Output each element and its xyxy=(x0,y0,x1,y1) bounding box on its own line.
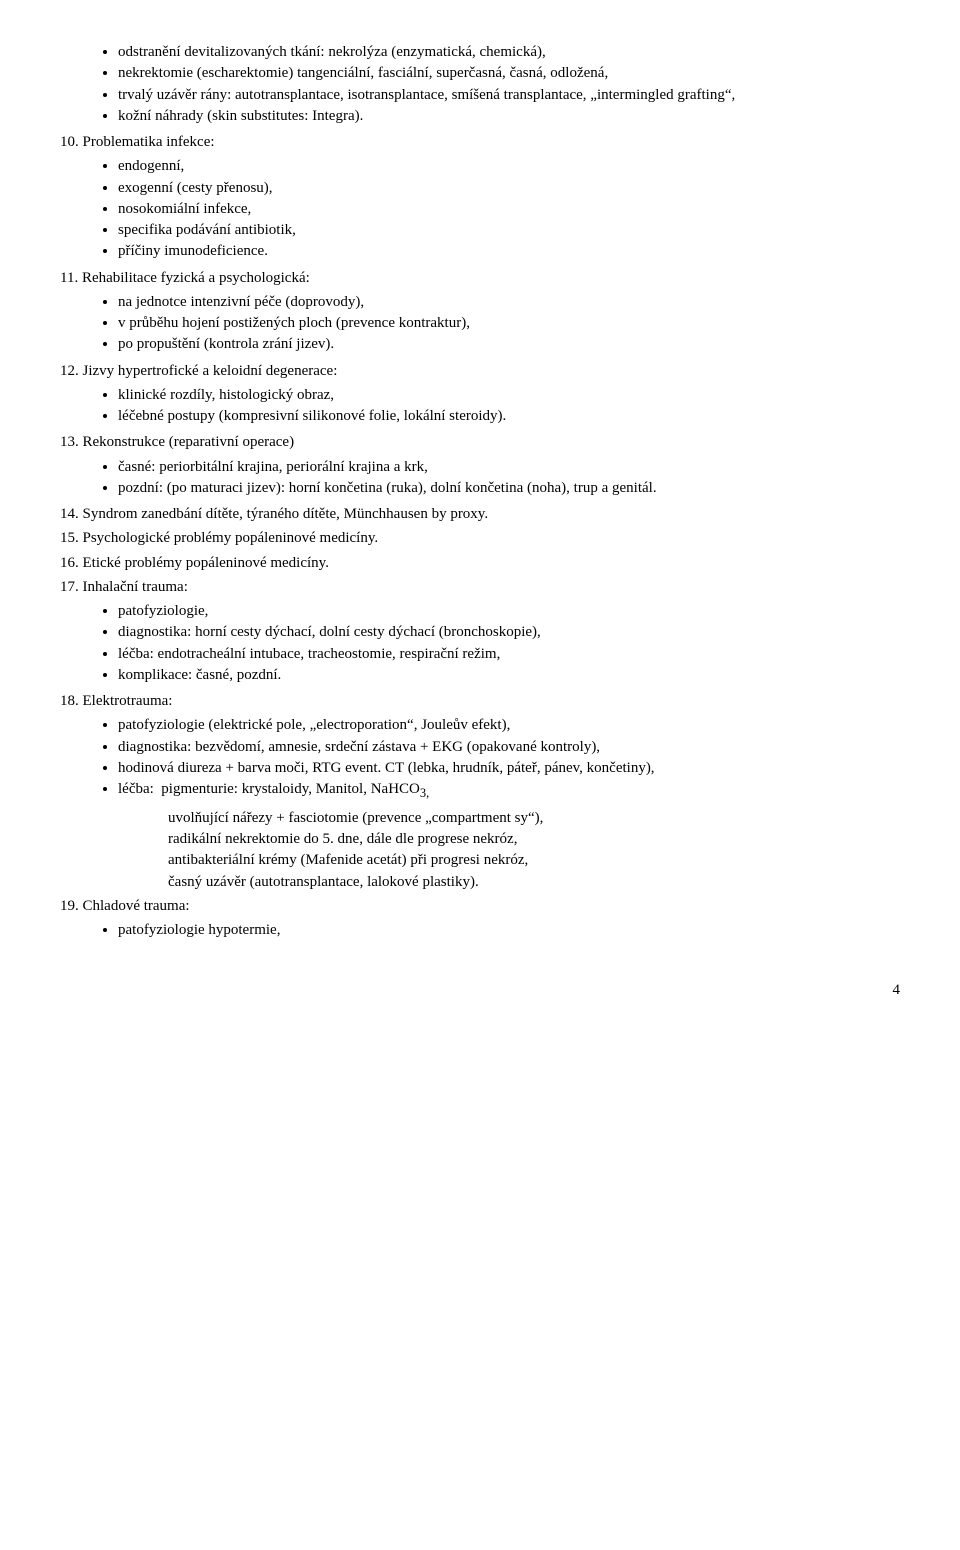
list-item-lecba: léčba: pigmenturie: krystaloidy, Manitol… xyxy=(118,779,900,802)
list-item: časné: periorbitální krajina, periorální… xyxy=(118,457,900,477)
list-item: diagnostika: bezvědomí, amnesie, srdeční… xyxy=(118,737,900,757)
list-item: pozdní: (po maturaci jizev): horní konče… xyxy=(118,478,900,498)
list-item: hodinová diureza + barva moči, RTG event… xyxy=(118,758,900,778)
list-item: odstranění devitalizovaných tkání: nekro… xyxy=(118,42,900,62)
list-item: léčba: endotracheální intubace, tracheos… xyxy=(118,644,900,664)
list-item: exogenní (cesty přenosu), xyxy=(118,178,900,198)
list-item: léčebné postupy (kompresivní silikonové … xyxy=(118,406,900,426)
list-item: nekrektomie (escharektomie) tangenciální… xyxy=(118,63,900,83)
list-item: patofyziologie, xyxy=(118,601,900,621)
lecba-text: léčba: pigmenturie: krystaloidy, Manitol… xyxy=(118,781,420,797)
section-12-list: klinické rozdíly, histologický obraz, lé… xyxy=(60,385,900,427)
list-item: specifika podávání antibiotik, xyxy=(118,220,900,240)
lecba-sub-item: antibakteriální krémy (Mafenide acetát) … xyxy=(60,850,900,870)
section-16: 16. Etické problémy popáleninové medicín… xyxy=(60,553,900,573)
section-17-list: patofyziologie, diagnostika: horní cesty… xyxy=(60,601,900,685)
section-17-title: 17. Inhalační trauma: xyxy=(60,577,900,597)
section-11-list: na jednotce intenzivní péče (doprovody),… xyxy=(60,292,900,355)
list-item: kožní náhrady (skin substitutes: Integra… xyxy=(118,106,900,126)
list-item: patofyziologie hypotermie, xyxy=(118,920,900,940)
page-number: 4 xyxy=(60,980,900,1000)
list-item: trvalý uzávěr rány: autotransplantace, i… xyxy=(118,85,900,105)
section-12-title: 12. Jizvy hypertrofické a keloidní degen… xyxy=(60,361,900,381)
section-15: 15. Psychologické problémy popáleninové … xyxy=(60,528,900,548)
section-13-title: 13. Rekonstrukce (reparativní operace) xyxy=(60,432,900,452)
lecba-sub-item: uvolňující nářezy + fasciotomie (prevenc… xyxy=(60,808,900,828)
section-18-title: 18. Elektrotrauma: xyxy=(60,691,900,711)
section-10-title: 10. Problematika infekce: xyxy=(60,132,900,152)
list-item: nosokomiální infekce, xyxy=(118,199,900,219)
list-item: v průběhu hojení postižených ploch (prev… xyxy=(118,313,900,333)
section-19-list: patofyziologie hypotermie, xyxy=(60,920,900,940)
list-item: klinické rozdíly, histologický obraz, xyxy=(118,385,900,405)
list-item: diagnostika: horní cesty dýchací, dolní … xyxy=(118,622,900,642)
section-10-list: endogenní, exogenní (cesty přenosu), nos… xyxy=(60,156,900,261)
section-13-list: časné: periorbitální krajina, periorální… xyxy=(60,457,900,499)
list-item: po propuštění (kontrola zrání jizev). xyxy=(118,334,900,354)
section-14: 14. Syndrom zanedbání dítěte, týraného d… xyxy=(60,504,900,524)
list-item: příčiny imunodeficience. xyxy=(118,241,900,261)
section-19-title: 19. Chladové trauma: xyxy=(60,896,900,916)
subscript: 3, xyxy=(420,786,429,800)
list-item: endogenní, xyxy=(118,156,900,176)
section-18-list: patofyziologie (elektrické pole, „electr… xyxy=(60,715,900,802)
lecba-sub-item: časný uzávěr (autotransplantace, lalokov… xyxy=(60,872,900,892)
list-item: na jednotce intenzivní péče (doprovody), xyxy=(118,292,900,312)
top-bullet-list: odstranění devitalizovaných tkání: nekro… xyxy=(60,42,900,126)
section-11-title: 11. Rehabilitace fyzická a psychologická… xyxy=(60,268,900,288)
list-item: komplikace: časné, pozdní. xyxy=(118,665,900,685)
list-item: patofyziologie (elektrické pole, „electr… xyxy=(118,715,900,735)
lecba-sub-item: radikální nekrektomie do 5. dne, dále dl… xyxy=(60,829,900,849)
